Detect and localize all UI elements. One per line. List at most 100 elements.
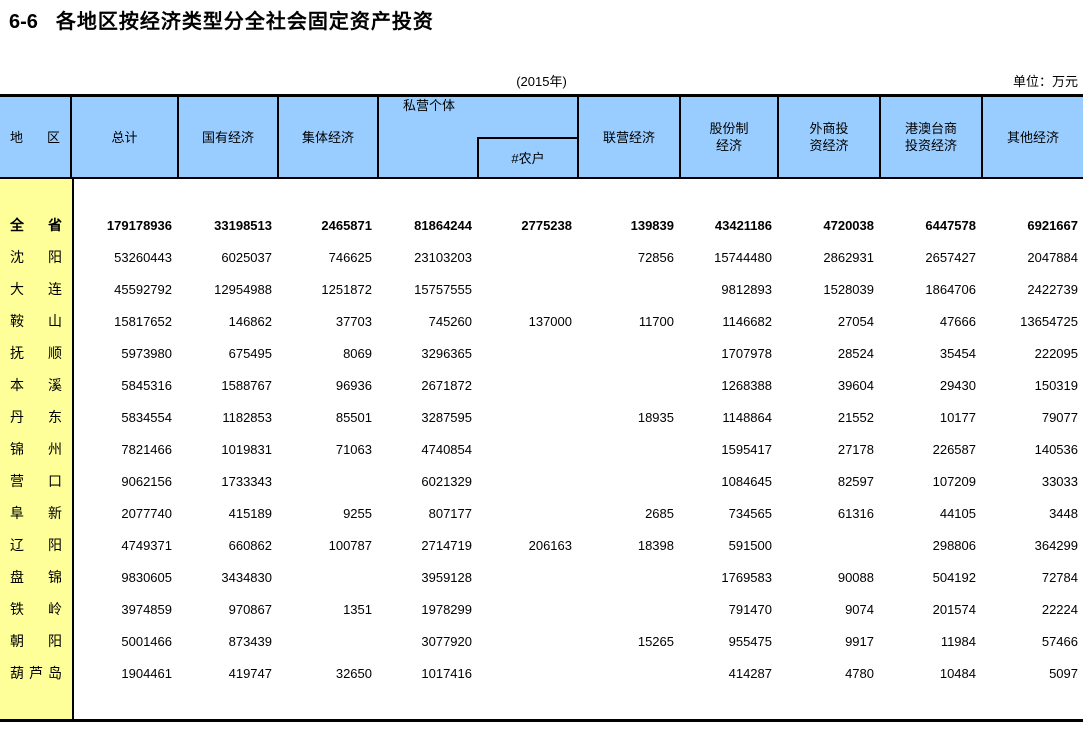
value-cell: 5001466 <box>121 633 172 649</box>
value-cell: 4780 <box>845 665 874 681</box>
value-cell: 6025037 <box>221 249 272 265</box>
table-row: 盘锦 9830605 3434830 3959128 1769583 90088 50419… <box>0 561 1083 593</box>
value-cell: 9917 <box>845 633 874 649</box>
value-cell: 1351 <box>343 601 372 617</box>
value-cell: 72784 <box>1041 569 1078 585</box>
column-header-state-owned: 国有经济 <box>177 97 277 177</box>
value-cell: 6447578 <box>925 217 976 233</box>
value-cell: 1268388 <box>721 377 772 393</box>
value-cell: 107209 <box>932 473 976 489</box>
value-cell: 364299 <box>1034 537 1078 553</box>
table-row: 朝阳 5001466 873439 3077920 15265 955475 9917 119… <box>0 625 1083 657</box>
table-header-row: 地区 总计 国有经济 集体经济 私营个体 #农户 联营经济 股份制 经济 外商投… <box>0 94 1083 179</box>
notes-row: (2015年) 单位：万元 <box>0 71 1083 89</box>
value-cell: 179178936 <box>106 217 172 233</box>
value-cell: 791470 <box>728 601 772 617</box>
value-cell: 955475 <box>728 633 772 649</box>
value-cell: 2714719 <box>421 537 472 553</box>
value-cell: 22224 <box>1041 601 1078 617</box>
value-cell: 745260 <box>428 313 472 329</box>
column-header-joint: 联营经济 <box>577 97 679 177</box>
value-cell: 90088 <box>837 569 874 585</box>
value-cell: 1595417 <box>721 441 772 457</box>
value-cell: 15757555 <box>414 281 472 297</box>
value-cell: 81864244 <box>414 217 472 233</box>
value-cell: 1707978 <box>721 345 772 361</box>
value-cell: 222095 <box>1034 345 1078 361</box>
value-cell: 1182853 <box>222 409 272 425</box>
value-cell: 32650 <box>335 665 372 681</box>
value-cell: 6021329 <box>421 473 472 489</box>
value-cell: 15744480 <box>714 249 772 265</box>
unit-note: 单位：万元 <box>1012 74 1078 89</box>
value-cell: 2671872 <box>421 377 472 393</box>
column-header-collective: 集体经济 <box>277 97 377 177</box>
table-row: 营口 9062156 1733343 6021329 1084645 82597 10720… <box>0 465 1083 497</box>
value-cell: 47666 <box>939 313 976 329</box>
region-name-cell: 抚顺 <box>10 345 62 361</box>
value-cell: 3287595 <box>421 409 472 425</box>
value-cell: 72856 <box>637 249 674 265</box>
value-cell: 4740854 <box>421 441 472 457</box>
value-cell: 27054 <box>837 313 874 329</box>
value-cell: 44105 <box>939 505 976 521</box>
value-cell: 85501 <box>335 409 372 425</box>
value-cell: 1588767 <box>221 377 272 393</box>
region-name-cell: 沈阳 <box>10 249 62 265</box>
value-cell: 3448 <box>1049 505 1078 521</box>
value-cell: 11984 <box>940 633 976 649</box>
value-cell: 5973980 <box>121 345 172 361</box>
region-name-cell: 大连 <box>10 281 62 297</box>
column-header-foreign: 外商投 资经济 <box>777 97 879 177</box>
private-label: 私营个体 <box>402 98 455 113</box>
value-cell: 43421186 <box>714 217 772 233</box>
value-cell: 12954988 <box>214 281 272 297</box>
value-cell: 15817652 <box>114 313 172 329</box>
value-cell: 15265 <box>637 633 674 649</box>
table-body: 全省 179178936 33198513 2465871 81864244 277523… <box>0 179 1083 722</box>
region-name-cell: 丹东 <box>10 409 62 425</box>
table-row: 鞍山 15817652 146862 37703 745260 137000 11700 11… <box>0 305 1083 337</box>
value-cell: 37703 <box>335 313 372 329</box>
value-cell: 28524 <box>837 345 874 361</box>
value-cell: 10177 <box>939 409 976 425</box>
value-cell: 6921667 <box>1027 217 1078 233</box>
value-cell: 96936 <box>335 377 372 393</box>
value-cell: 9812893 <box>721 281 772 297</box>
value-cell: 419747 <box>228 665 272 681</box>
column-header-shareholding: 股份制 经济 <box>679 97 777 177</box>
value-cell: 5097 <box>1049 665 1078 681</box>
value-cell: 1864706 <box>925 281 976 297</box>
value-cell: 7821466 <box>121 441 172 457</box>
value-cell: 9830605 <box>121 569 172 585</box>
value-cell: 415189 <box>228 505 272 521</box>
page-title: 6-6 各地区按经济类型分全社会固定资产投资 <box>0 0 1083 35</box>
value-cell: 1019831 <box>221 441 272 457</box>
value-cell: 660862 <box>228 537 272 553</box>
value-cell: 3434830 <box>221 569 272 585</box>
region-name-cell: 鞍山 <box>10 313 62 329</box>
value-cell: 146862 <box>228 313 272 329</box>
value-cell: 1017416 <box>421 665 472 681</box>
value-cell: 1904461 <box>121 665 172 681</box>
value-cell: 2422739 <box>1027 281 1078 297</box>
value-cell: 2077740 <box>121 505 172 521</box>
table-row: 本溪 5845316 1588767 96936 2671872 1268388 39604… <box>0 369 1083 401</box>
column-header-region: 地区 <box>0 97 72 177</box>
value-cell: 139839 <box>630 217 674 233</box>
value-cell: 2775238 <box>521 217 572 233</box>
table-row: 大连 45592792 12954988 1251872 15757555 9812893… <box>0 273 1083 305</box>
value-cell: 10484 <box>939 665 976 681</box>
value-cell: 1148864 <box>722 409 772 425</box>
region-name-cell: 阜新 <box>10 505 62 521</box>
value-cell: 61316 <box>837 505 874 521</box>
region-name-cell: 全省 <box>10 217 62 233</box>
value-cell: 9062156 <box>121 473 172 489</box>
column-header-total: 总计 <box>111 129 138 145</box>
table-row: 锦州 7821466 1019831 71063 4740854 1595417 27178… <box>0 433 1083 465</box>
value-cell: 2657427 <box>925 249 976 265</box>
value-cell: 2862931 <box>823 249 874 265</box>
value-cell: 1251872 <box>321 281 372 297</box>
value-cell: 140536 <box>1034 441 1078 457</box>
value-cell: 82597 <box>837 473 874 489</box>
